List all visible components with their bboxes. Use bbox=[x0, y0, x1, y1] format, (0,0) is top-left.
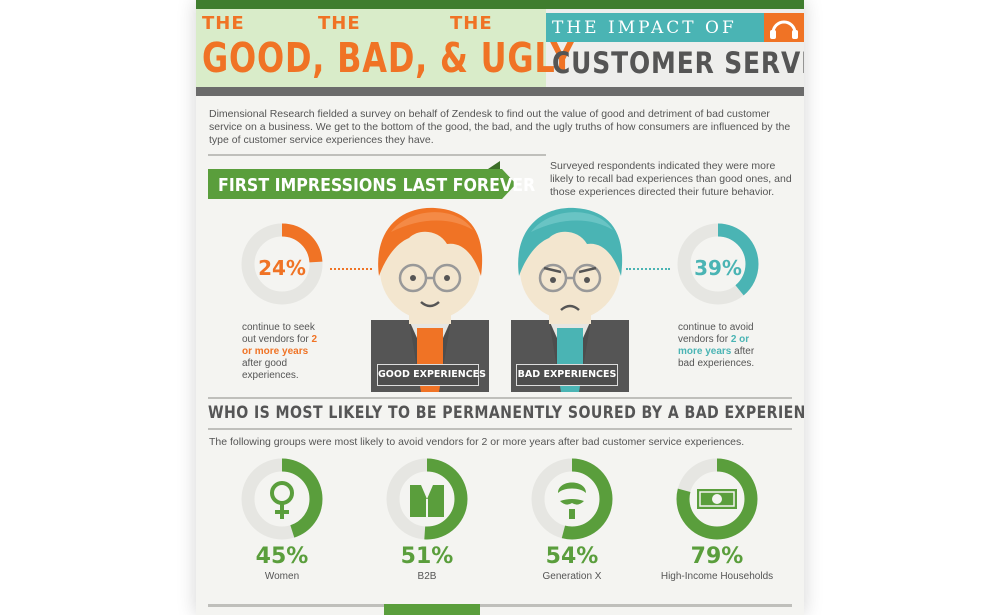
first-impressions-banner bbox=[208, 169, 502, 199]
banner-tip bbox=[502, 169, 516, 199]
high-income-percent: 79% bbox=[690, 544, 744, 569]
ring-arc bbox=[241, 223, 323, 305]
title-the-2: THE bbox=[318, 13, 361, 34]
first-impressions-heading: FIRST IMPRESSIONS LAST FOREVER bbox=[218, 175, 536, 196]
infographic-page: THE THE THE GOOD, BAD, & UGLY THE IMPACT… bbox=[196, 0, 804, 615]
intro-paragraph: Dimensional Research fielded a survey on… bbox=[209, 108, 791, 146]
soured-subtitle: The following groups were most likely to… bbox=[209, 436, 745, 448]
header-icon-box bbox=[764, 13, 804, 42]
footer-divider bbox=[208, 604, 792, 607]
recall-note: Surveyed respondents indicated they were… bbox=[550, 160, 792, 198]
ring-arc bbox=[386, 458, 468, 540]
generation-x-ring bbox=[531, 458, 613, 540]
bad-connector bbox=[626, 268, 670, 270]
next-section-banner bbox=[384, 604, 480, 615]
ring-arc bbox=[677, 223, 759, 305]
b2b-label: B2B bbox=[417, 571, 437, 582]
b2b-percent: 51% bbox=[400, 544, 454, 569]
headset-icon bbox=[770, 20, 798, 39]
ring-arc bbox=[531, 458, 613, 540]
title-the-1: THE bbox=[202, 13, 245, 34]
impact-heading: THE IMPACT OF bbox=[552, 18, 737, 38]
money-bill-icon bbox=[697, 489, 737, 509]
section-divider bbox=[208, 428, 792, 430]
suit-jacket-icon bbox=[410, 485, 444, 517]
high-income-ring bbox=[676, 458, 758, 540]
customer-service-heading: CUSTOMER SERVICE bbox=[552, 46, 804, 80]
generation-x-label: Generation X bbox=[542, 571, 602, 582]
good-percent-ring bbox=[241, 223, 323, 305]
ring-arc bbox=[676, 458, 758, 540]
bad-percent: 39% bbox=[694, 256, 742, 280]
good-experiences-badge: GOOD EXPERIENCES bbox=[377, 364, 486, 386]
bad-caption: continue to avoid vendors for 2 or more … bbox=[678, 322, 755, 369]
women-percent: 45% bbox=[255, 544, 309, 569]
page-title: GOOD, BAD, & UGLY bbox=[202, 34, 575, 82]
header-title-panel bbox=[196, 9, 546, 87]
mustache-man-icon bbox=[558, 482, 586, 519]
bad-experiences-badge: BAD EXPERIENCES bbox=[516, 364, 618, 386]
women-label: Women bbox=[264, 571, 300, 582]
top-bar bbox=[196, 0, 804, 9]
bad-percent-ring bbox=[677, 223, 759, 305]
women-ring bbox=[241, 458, 323, 540]
section-divider bbox=[208, 397, 792, 399]
good-connector bbox=[330, 268, 372, 270]
banner-fold bbox=[488, 161, 500, 169]
female-symbol-icon bbox=[270, 481, 294, 519]
good-percent: 24% bbox=[258, 256, 306, 280]
good-caption: continue to seek out vendors for 2 or mo… bbox=[242, 322, 318, 381]
soured-heading: WHO IS MOST LIKELY TO BE PERMANENTLY SOU… bbox=[208, 403, 804, 423]
generation-x-percent: 54% bbox=[545, 544, 599, 569]
ring-arc bbox=[241, 458, 323, 540]
header-impact-strip bbox=[546, 13, 764, 42]
title-the-3: THE bbox=[450, 13, 493, 34]
high-income-label: High-Income Households bbox=[660, 571, 774, 582]
b2b-ring bbox=[386, 458, 468, 540]
header-bottom-bar bbox=[196, 87, 804, 96]
section-divider bbox=[208, 154, 546, 156]
